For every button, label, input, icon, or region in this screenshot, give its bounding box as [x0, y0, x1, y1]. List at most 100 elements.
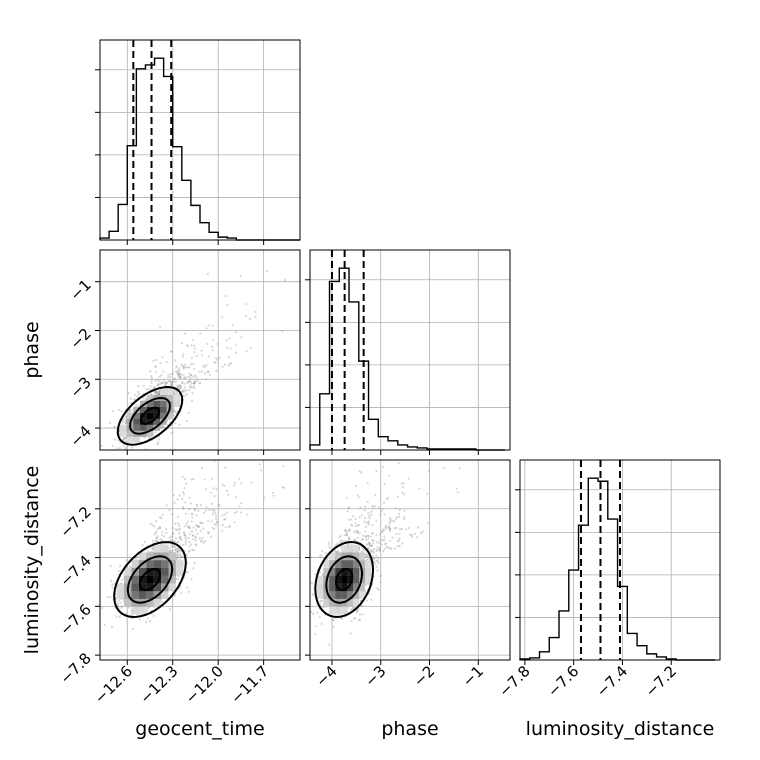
sample-point — [201, 466, 204, 470]
sample-point — [197, 525, 200, 529]
sample-point — [385, 545, 388, 548]
sample-point — [203, 365, 206, 369]
sample-point — [158, 516, 162, 519]
sample-point — [131, 617, 134, 620]
sample-point — [375, 565, 378, 569]
sample-point — [135, 403, 138, 406]
sample-point — [176, 541, 179, 544]
sample-point — [176, 550, 179, 553]
sample-point — [120, 606, 123, 609]
sample-point — [395, 532, 398, 536]
sample-point — [110, 625, 114, 629]
sample-point — [165, 504, 168, 507]
sample-point — [258, 463, 261, 466]
sample-point — [177, 540, 180, 543]
sample-point — [343, 539, 346, 542]
density-cell — [153, 575, 162, 584]
sample-point — [193, 562, 196, 565]
sample-point — [162, 535, 166, 538]
sample-point — [181, 390, 184, 393]
sample-point — [193, 387, 196, 390]
sample-point — [191, 512, 194, 515]
sample-point — [340, 617, 343, 620]
sample-point — [124, 440, 127, 443]
contour-line — [113, 541, 187, 619]
sample-point — [233, 484, 236, 487]
sample-point — [149, 370, 152, 373]
density-cell — [166, 395, 174, 401]
sample-point — [250, 481, 253, 484]
density-cell — [140, 418, 147, 425]
sample-point — [368, 592, 371, 596]
density-cell — [131, 583, 139, 592]
sample-point — [131, 451, 133, 453]
sample-point — [327, 541, 330, 544]
sample-point — [183, 390, 186, 393]
histogram-panel-luminosity-distance: −7.8 −7.6 −7.4 −7.2 — [495, 459, 721, 701]
sample-point — [192, 526, 195, 529]
sample-point — [187, 389, 191, 392]
sample-point — [113, 582, 116, 585]
density-cell — [146, 575, 154, 584]
sample-point — [227, 364, 230, 367]
sample-point — [172, 379, 175, 383]
sample-point — [442, 467, 445, 470]
sample-point — [358, 515, 361, 519]
sample-point — [375, 548, 379, 552]
density-cell — [131, 575, 139, 584]
density-cell — [131, 591, 139, 599]
sample-point — [191, 392, 194, 395]
sample-point — [123, 437, 126, 440]
sample-point — [160, 517, 163, 520]
sample-point — [188, 372, 191, 375]
sample-point — [176, 553, 179, 557]
sample-point — [245, 350, 248, 353]
sample-point — [174, 528, 177, 531]
sample-point — [372, 542, 375, 545]
sample-point — [122, 445, 125, 448]
sample-point — [213, 495, 216, 498]
sample-point — [162, 426, 166, 429]
sample-point — [221, 483, 224, 486]
sample-point — [149, 522, 152, 525]
sample-point — [188, 380, 191, 383]
sample-point — [186, 586, 189, 589]
sample-point — [282, 464, 285, 467]
sample-point — [149, 393, 153, 396]
sample-point — [396, 495, 399, 498]
sample-point — [180, 592, 183, 595]
sample-point — [187, 520, 190, 523]
sample-point — [178, 532, 181, 535]
sample-point — [208, 324, 211, 327]
sample-point — [221, 514, 224, 517]
density-cell — [175, 560, 184, 568]
sample-point — [190, 399, 194, 402]
sample-point — [221, 529, 224, 532]
density-cell — [146, 598, 154, 607]
sample-point — [155, 530, 158, 533]
sample-point — [182, 365, 185, 368]
sample-point — [196, 504, 199, 507]
sample-point — [353, 538, 357, 541]
sample-point — [168, 549, 171, 553]
sample-point — [174, 422, 177, 425]
density-cell — [153, 560, 162, 568]
sample-point — [188, 508, 191, 511]
sample-point — [189, 380, 192, 383]
sample-point — [179, 552, 182, 556]
sample-point — [137, 404, 140, 407]
sample-point — [350, 620, 353, 623]
sample-point — [161, 356, 164, 359]
sample-point — [184, 389, 188, 392]
sample-point — [179, 372, 182, 376]
sample-point — [184, 501, 187, 504]
sample-point — [368, 542, 372, 545]
sample-point — [378, 542, 381, 545]
sample-point — [164, 381, 167, 384]
sample-point — [160, 533, 163, 536]
sample-point — [318, 615, 321, 619]
sample-point — [127, 392, 130, 395]
sample-point — [196, 379, 199, 382]
sample-point — [376, 587, 379, 590]
sample-point — [187, 526, 190, 529]
